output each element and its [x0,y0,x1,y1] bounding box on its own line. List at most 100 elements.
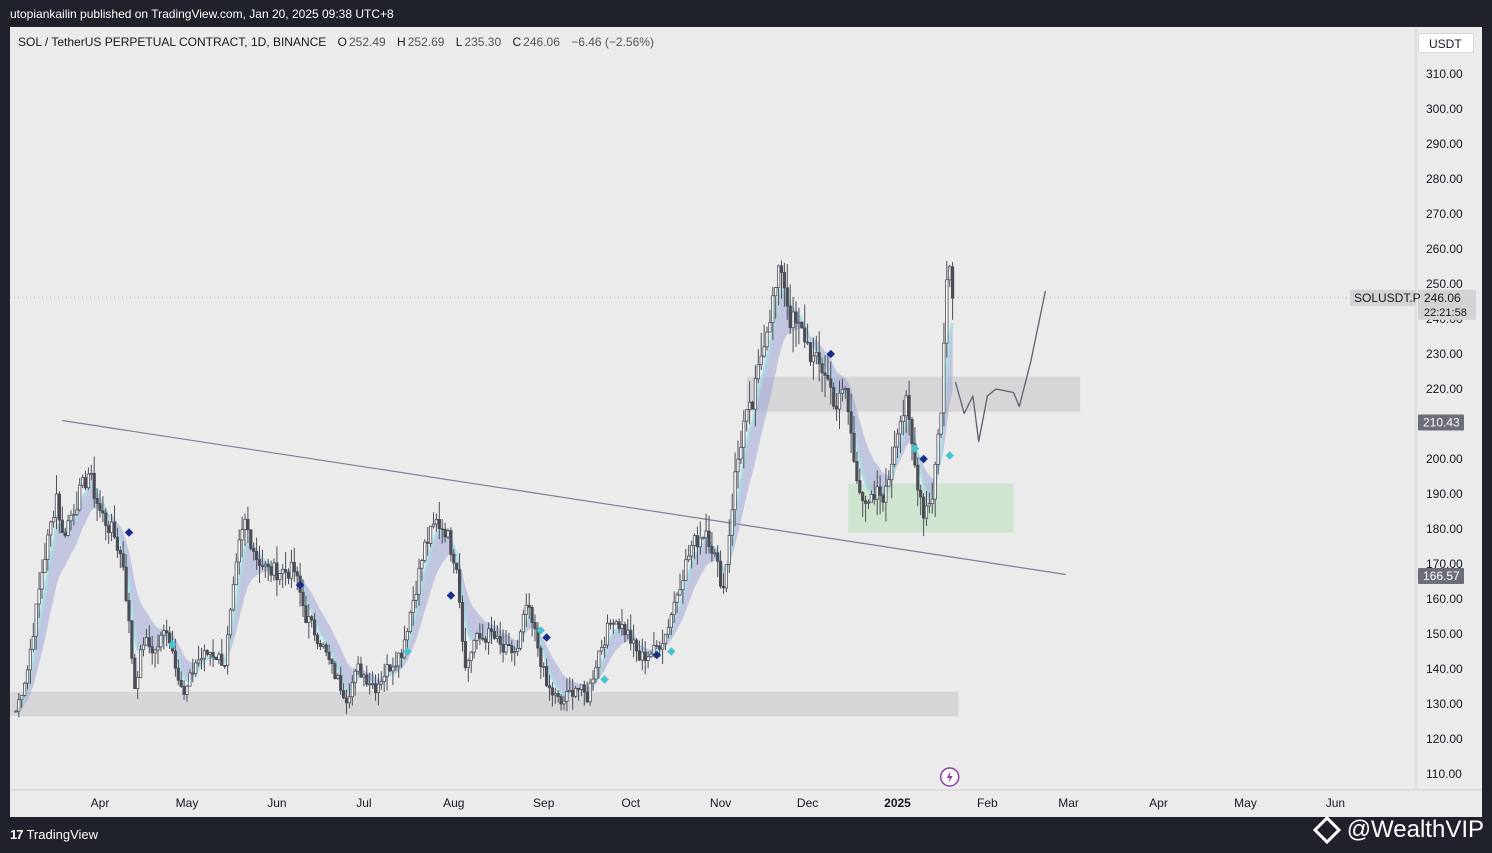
candle-body [530,606,534,623]
candle-body [223,665,227,667]
candle-body [574,687,578,697]
candle-body [431,523,436,527]
watermark-text: @WealthVIP [1346,816,1484,843]
candle-body [124,566,128,601]
candle-body [643,651,647,661]
candle-body [748,401,752,410]
tv-logo-icon: 17 [10,827,24,842]
candle-body [437,518,441,530]
candle-body [742,420,746,448]
candle-body [339,675,343,691]
candle-body [112,521,117,538]
level-price-tag [1418,568,1464,585]
candle-body [539,647,543,668]
candle-body [927,503,932,507]
price-chart[interactable]: 110.00 120.00 130.00 140.00 150.00 160.00 170.… [10,27,1482,817]
candle-body [872,493,876,500]
candle-body [791,311,795,328]
candle-body [692,535,697,546]
candle-body [669,614,673,628]
symbol-title: SOL / TetherUS PERPETUAL CONTRACT, 1D, B… [18,35,327,49]
candle-body [855,461,859,482]
candle-body [301,591,305,607]
candle-body [310,616,314,621]
candle-body [379,681,383,685]
time-tick-label: Oct [621,796,640,810]
candle-body [446,530,450,538]
candle-body [632,639,636,644]
last-price-tag [1418,289,1476,320]
candle-body [524,604,528,615]
candle-body [562,700,566,705]
candle-body [504,643,508,653]
candle-body [640,651,644,661]
candle-body [20,695,24,701]
candle-body [46,534,50,560]
candle-body [133,657,137,690]
signal-marker-dark [919,454,928,464]
watermark: @WealthVIP [1312,815,1484,845]
candle-body [736,458,740,473]
candle-body [655,645,659,647]
candle-body [684,559,688,581]
candle-body [771,295,775,323]
candle-body [402,639,407,659]
candle-body [31,636,35,650]
candle-body [716,552,720,562]
candle-body [252,547,256,552]
candle-body [179,679,183,687]
candle-body [481,637,485,640]
candle-body [779,265,784,273]
candle-body [231,584,235,611]
level-price-value: 166.57 [1423,569,1460,583]
candle-body [835,405,839,410]
tradingview-brand[interactable]: 17 TradingView [10,827,98,843]
candle-body [150,646,154,654]
time-tick-label: May [1234,796,1257,810]
close-label: C [512,35,522,49]
candle-body [452,553,456,564]
candle-body [547,685,552,689]
price-tick-label: 300.00 [1426,102,1463,116]
candle-body [933,463,937,500]
candle-body [312,619,317,636]
candle-body [890,463,894,481]
candle-body [797,321,801,324]
candle-body [658,645,662,650]
candle-body [225,634,230,666]
candle-body [582,684,586,693]
candle-body [25,669,30,684]
candle-body [634,639,639,652]
candle-body [898,421,903,435]
candle-body [420,560,424,569]
candle-body [951,266,955,299]
chart-area[interactable]: 110.00 120.00 130.00 140.00 150.00 160.00 170.… [10,27,1482,817]
candle-body [49,521,53,536]
candle-body [321,644,325,647]
candle-body [739,446,743,460]
candle-body [460,601,465,642]
candle-body [156,646,160,651]
candle-body [330,659,334,664]
currency-selector[interactable]: USDT [1418,33,1474,53]
candle-body [800,321,804,329]
candle-body [672,601,676,616]
candle-body [278,573,282,581]
candle-body [81,477,85,486]
candle-body [385,664,389,677]
candle-body [843,387,847,390]
candle-body [405,631,410,641]
candle-body [426,541,430,544]
candle-body [536,628,540,649]
candle-body [588,682,592,703]
open-value: 252.49 [349,35,386,49]
candle-body [579,684,584,690]
candle-body [510,645,514,654]
candle-body [336,675,340,679]
candle-body [597,650,601,668]
candle-body [675,594,679,603]
candle-body [391,666,395,672]
candle-body [199,658,204,661]
candle-body [585,691,589,703]
candle-body [83,477,88,489]
